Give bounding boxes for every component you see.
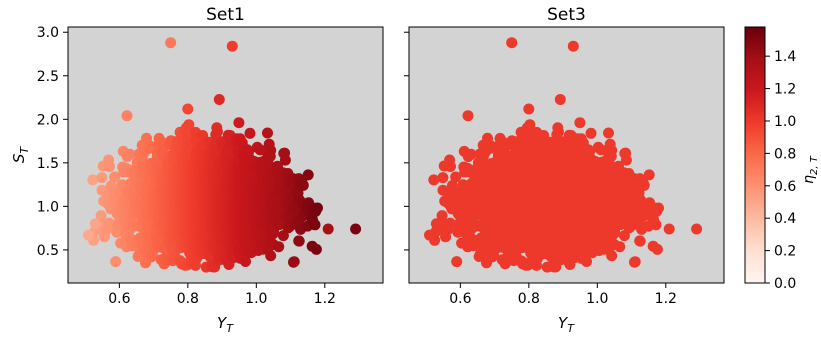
scatter-point-set1 — [310, 219, 321, 230]
scatter-point-set1 — [96, 172, 107, 183]
outlier-point-set1 — [323, 224, 334, 235]
scatter-point-set3 — [597, 159, 608, 170]
outlier-point-set1 — [227, 41, 238, 52]
x-tick-label-set1: 1.0 — [245, 291, 267, 307]
y-axis-label-set1: ST — [10, 146, 31, 164]
scatter-point-set3 — [461, 236, 472, 247]
x-axis-label-set1: YT — [217, 314, 234, 335]
outlier-point-set1 — [90, 218, 101, 229]
scatter-point-set1 — [110, 256, 121, 267]
y-axis-label-set1-main: S — [10, 153, 28, 163]
scatter-point-set1 — [265, 145, 276, 156]
scatter-point-set3 — [603, 128, 614, 139]
scatter-point-set1 — [289, 256, 300, 267]
scatter-point-set3 — [593, 142, 604, 153]
scatter-point-set1 — [214, 94, 225, 105]
scatter-point-set3 — [466, 178, 477, 189]
scatter-point-set3 — [586, 128, 597, 139]
scatter-point-set3 — [624, 222, 635, 233]
scatter-point-set1 — [312, 203, 323, 214]
x-tick-label-set1: 0.8 — [177, 291, 199, 307]
scatter-point-set3 — [567, 134, 578, 145]
scatter-point-set3 — [627, 207, 638, 218]
scatter-point-set1 — [212, 126, 223, 137]
scatter-point-set3 — [454, 208, 465, 219]
scatter-point-set1 — [298, 180, 309, 191]
scatter-point-set3 — [461, 218, 472, 229]
scatter-point-set1 — [182, 104, 193, 115]
scatter-point-set1 — [265, 250, 276, 261]
outlier-point-set1 — [350, 224, 361, 235]
scatter-point-set1 — [245, 128, 256, 139]
scatter-point-set3 — [523, 104, 534, 115]
scatter-point-set3 — [652, 244, 663, 255]
x-tick-label-set1: 0.6 — [108, 291, 130, 307]
outlier-point-set1 — [165, 37, 176, 48]
scatter-point-set1 — [280, 155, 291, 166]
scatter-point-set3 — [444, 189, 455, 200]
scatter-point-set3 — [463, 110, 474, 121]
scatter-point-set1 — [262, 128, 273, 139]
title-set1: Set1 — [206, 5, 245, 25]
y-tick-label-set1: 2.5 — [37, 69, 59, 85]
scatter-point-set3 — [635, 236, 646, 247]
scatter-point-set3 — [495, 133, 506, 144]
y-tick-label-set1: 2.0 — [37, 112, 59, 128]
scatter-point-set3 — [547, 260, 558, 271]
y-tick-label-set1: 3.0 — [37, 25, 59, 41]
scatter-point-set3 — [480, 146, 491, 157]
scatter-point-set1 — [122, 110, 133, 121]
y-axis-label-set1-sub: T — [18, 146, 31, 154]
scatter-point-set3 — [552, 122, 563, 133]
scatter-point-set1 — [273, 241, 284, 252]
scatter-point-set3 — [557, 244, 568, 255]
scatter-point-set1 — [104, 161, 115, 172]
scatter-point-set3 — [463, 151, 474, 162]
scatter-point-set1 — [311, 244, 322, 255]
scatter-point-set3 — [555, 94, 566, 105]
scatter-point-set1 — [303, 169, 314, 180]
scatter-point-set3 — [440, 231, 451, 242]
scatter-point-set3 — [445, 161, 456, 172]
y-tick-label-set1: 1.0 — [37, 199, 59, 215]
scatter-point-set3 — [581, 256, 592, 267]
scatter-point-set3 — [551, 139, 562, 150]
scatter-point-set3 — [437, 172, 448, 183]
scatter-point-set3 — [574, 117, 585, 128]
x-tick-label-set1: 1.2 — [314, 291, 336, 307]
outlier-point-set1 — [83, 230, 94, 241]
scatter-point-set1 — [294, 236, 305, 247]
scatter-point-set3 — [630, 256, 641, 267]
scatter-point-set3 — [619, 148, 630, 159]
y-tick-label-set1: 0.5 — [37, 243, 59, 259]
x-axis-set1: 0.6 0.8 1.0 1.2 — [108, 283, 336, 307]
scatter-point-set3 — [451, 256, 462, 267]
scatter-point-set1 — [233, 117, 244, 128]
y-tick-label-set1: 1.5 — [37, 156, 59, 172]
x-axis-label-set1-sub: T — [226, 322, 234, 335]
scatter-point-set3 — [605, 139, 616, 150]
y-axis-set1: 0.5 1.0 1.5 2.0 2.5 3.0 — [37, 25, 68, 259]
